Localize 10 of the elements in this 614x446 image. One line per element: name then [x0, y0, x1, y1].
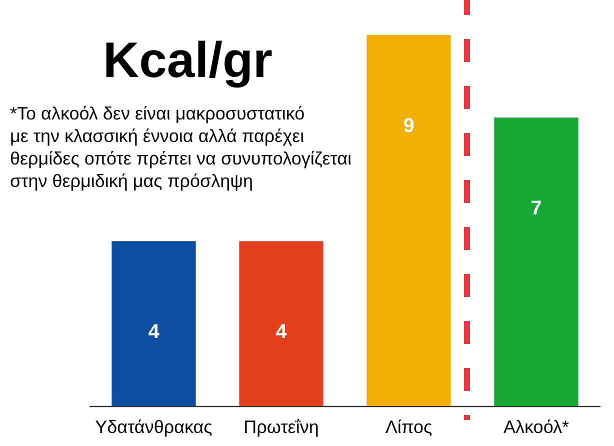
x-tick-label: Υδατάνθρακας — [95, 417, 213, 437]
data-label: 9 — [403, 115, 414, 137]
x-tick-label: Αλκοόλ* — [504, 417, 569, 437]
data-label: 4 — [276, 321, 288, 344]
data-label: 7 — [530, 197, 542, 220]
x-tick-label: Πρωτεΐνη — [244, 417, 319, 437]
data-label: 4 — [148, 321, 160, 344]
x-tick-label: Λίπος — [385, 417, 433, 437]
annotation: *Το αλκοόλ δεν είναι μακροσυστατικό με την κλασσική έννοια αλλά παρέχει θερμίδες οπότε πρέπει να συνυπολογίζεται στην θερμιδική μας πρόσληψη — [10, 103, 352, 191]
chart-title: Kcal/gr — [103, 32, 273, 88]
